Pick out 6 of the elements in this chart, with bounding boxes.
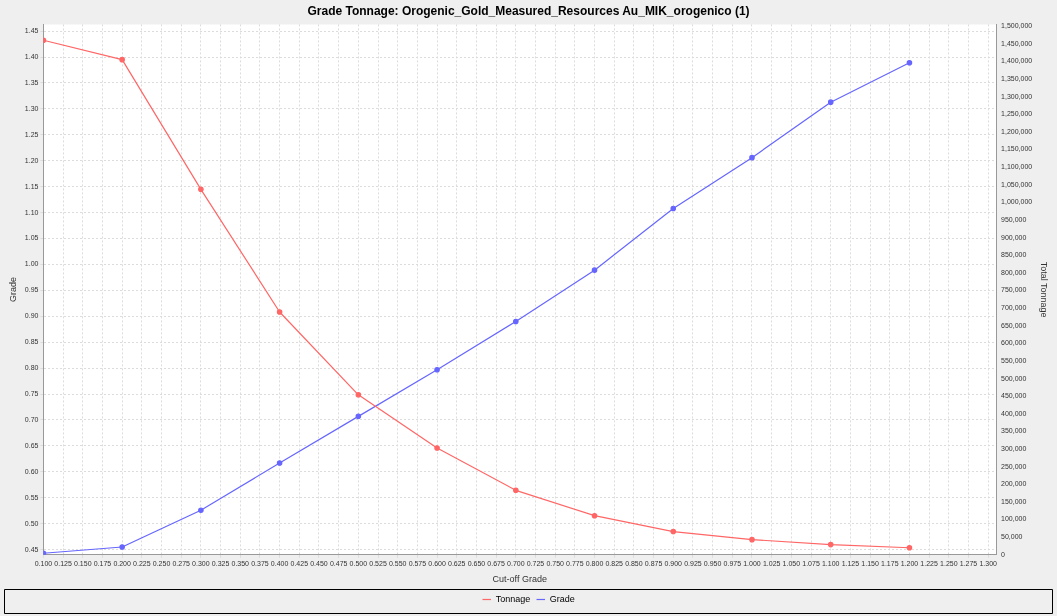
y-axis-title: Grade: [7, 277, 18, 303]
legend-label: Tonnage: [495, 593, 531, 604]
y2-axis-title: Total Tonnage: [1039, 261, 1050, 318]
legend-label: Grade: [549, 593, 575, 604]
x-axis-title: Cut-off Grade: [492, 574, 547, 585]
chart-title: Grade Tonnage: Orogenic_Gold_Measured_Resources Au_MIK_orogenico (1): [307, 3, 750, 18]
